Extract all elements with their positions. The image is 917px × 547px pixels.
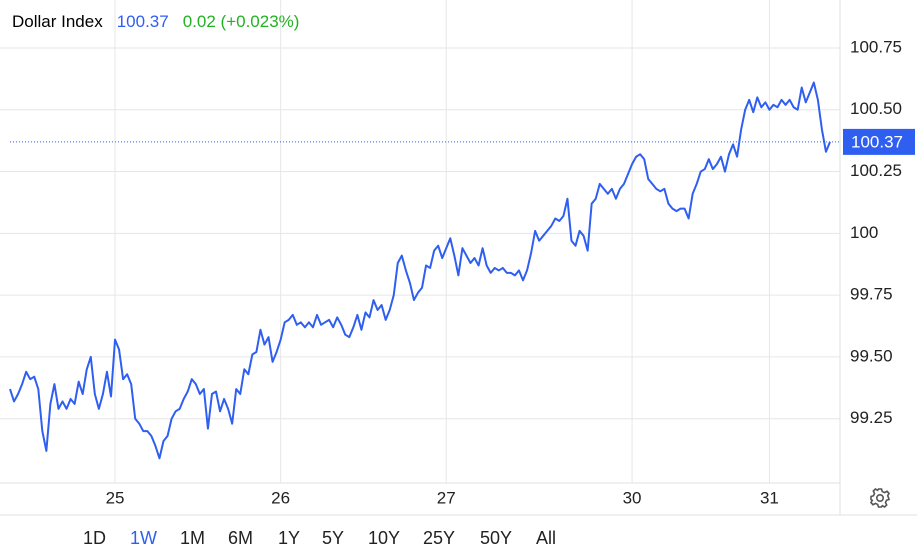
y-tick-label: 100 [850,223,878,242]
header: Dollar Index 100.37 0.02 (+0.023%) [12,12,313,32]
y-tick-label: 99.75 [850,285,893,304]
x-tick-label: 26 [271,488,290,507]
x-tick-label: 31 [760,488,779,507]
range-button[interactable]: 1W [130,528,157,547]
y-tick-label: 99.25 [850,408,893,427]
range-button[interactable]: All [536,528,557,547]
price-tag-label: 100.37 [851,132,903,151]
x-tick-label: 25 [106,488,125,507]
y-tick-label: 100.25 [850,161,902,180]
range-button[interactable]: 6M [228,528,254,547]
price-change: 0.02 (+0.023%) [182,12,300,31]
chart-title: Dollar Index [12,12,103,31]
y-tick-label: 99.50 [850,346,893,365]
settings-icon[interactable] [870,488,890,508]
x-tick-label: 27 [437,488,456,507]
range-button[interactable]: 1M [180,528,206,547]
y-tick-label: 100.75 [850,37,902,56]
range-button[interactable]: 25Y [423,528,456,547]
range-button[interactable]: 5Y [322,528,345,547]
range-button[interactable]: 50Y [480,528,513,547]
x-tick-label: 30 [623,488,642,507]
range-button[interactable]: 10Y [368,528,401,547]
price-line [9,81,831,460]
last-price: 100.37 [116,12,169,31]
y-tick-label: 100.50 [850,99,902,118]
range-button[interactable]: 1D [83,528,107,547]
price-tag [843,128,915,155]
range-button[interactable]: 1Y [278,528,301,547]
